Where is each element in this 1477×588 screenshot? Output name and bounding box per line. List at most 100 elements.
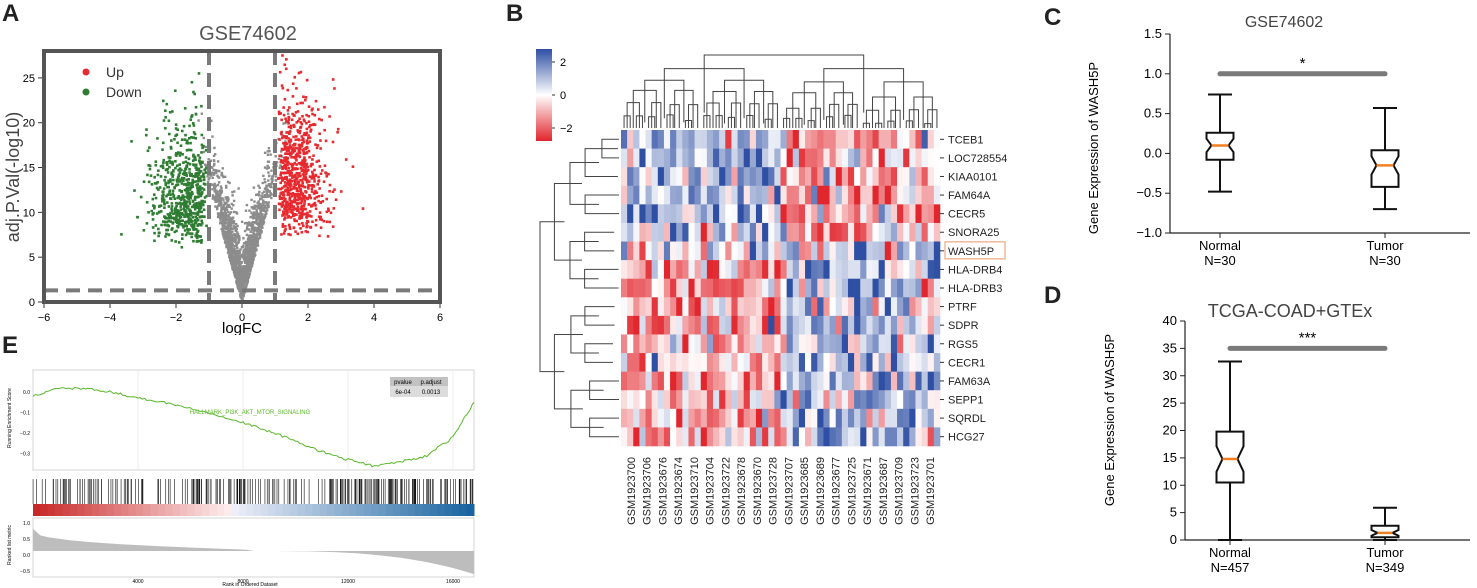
ns-point — [253, 235, 256, 238]
ns-point — [246, 238, 250, 241]
heatmap-cell — [903, 185, 910, 205]
down-point — [194, 202, 197, 206]
gene-label: SQRDL — [948, 413, 986, 425]
ns-point — [231, 260, 234, 264]
up-point — [300, 191, 303, 195]
down-point — [174, 220, 178, 224]
heatmap-cell — [731, 390, 738, 410]
down-point — [176, 128, 180, 132]
heatmap-cell — [645, 130, 652, 149]
rank-gradient-segment — [99, 504, 107, 516]
ns-point — [227, 252, 230, 255]
heatmap-cell — [713, 334, 720, 354]
ns-point — [259, 221, 262, 225]
up-point — [285, 58, 288, 61]
ns-point — [245, 233, 249, 237]
heatmap-cell — [933, 334, 941, 354]
heatmap-cell — [651, 334, 659, 354]
heatmap-cell — [639, 167, 646, 187]
heatmap-cell — [700, 371, 708, 391]
down-point — [199, 179, 203, 183]
heatmap-cell — [829, 167, 837, 187]
down-point — [150, 209, 154, 213]
down-point — [205, 166, 208, 170]
up-point — [323, 105, 326, 109]
heatmap-cell — [700, 334, 708, 354]
gsea-ylabel-top: Running Enrichment Score — [7, 388, 13, 448]
heatmap-cell — [645, 185, 652, 205]
down-point — [177, 168, 180, 172]
heatmap-cell — [755, 315, 763, 335]
heatmap-cell — [749, 408, 757, 428]
heatmap-cell — [786, 130, 794, 149]
heatmap-cell — [621, 334, 628, 354]
rank-gradient-segment — [143, 504, 152, 516]
heatmap-cell — [927, 297, 935, 317]
heatmap-cell — [676, 185, 683, 205]
up-point — [305, 139, 309, 143]
ns-point — [255, 213, 258, 216]
heatmap-cell — [639, 222, 646, 242]
up-point — [295, 152, 299, 156]
up-point — [308, 193, 311, 197]
heatmap-cell — [755, 241, 763, 261]
ns-point — [225, 205, 229, 209]
up-point — [284, 167, 288, 171]
heatmap-cell — [933, 204, 941, 224]
up-point — [314, 204, 317, 207]
down-point — [198, 185, 202, 188]
down-point — [201, 174, 205, 177]
up-point — [280, 130, 283, 134]
heatmap-cell — [786, 390, 794, 410]
ns-point — [267, 147, 271, 150]
up-point — [301, 115, 304, 118]
up-point — [292, 187, 296, 190]
up-point — [301, 142, 304, 145]
down-point — [178, 154, 182, 157]
heatmap-cell — [854, 167, 861, 187]
up-point — [293, 195, 297, 198]
down-point — [173, 211, 177, 215]
ns-point — [250, 206, 253, 209]
up-point — [288, 152, 291, 156]
ns-point — [232, 204, 235, 207]
heatmap-cell — [884, 427, 892, 447]
ns-point — [255, 240, 258, 244]
heatmap-cell — [866, 334, 873, 354]
down-point — [182, 183, 186, 186]
sample-label: GSM1923728 — [768, 457, 780, 525]
ns-point — [217, 213, 220, 217]
up-point — [304, 190, 307, 193]
heatmap-cell — [835, 408, 843, 428]
heatmap-cell — [645, 204, 652, 224]
ns-point — [231, 230, 234, 233]
heatmap-cell — [731, 315, 738, 335]
down-point — [170, 205, 174, 208]
ns-point — [238, 265, 241, 268]
up-point — [287, 118, 291, 122]
down-point — [159, 164, 163, 168]
ns-point — [267, 205, 270, 209]
ns-point — [228, 236, 232, 239]
up-point — [296, 167, 299, 171]
heatmap-cell — [706, 278, 714, 298]
down-point — [163, 215, 166, 218]
ns-point — [258, 204, 262, 208]
ns-point — [244, 257, 248, 261]
ns-point — [278, 166, 281, 170]
ns-point — [230, 220, 233, 223]
heatmap-cell — [903, 427, 910, 447]
down-point — [182, 176, 186, 180]
up-point — [300, 145, 303, 148]
ns-point — [237, 239, 240, 242]
heatmap-cell — [725, 297, 732, 317]
ns-point — [234, 260, 237, 263]
ns-point — [239, 261, 242, 264]
heatmap-cell — [847, 334, 855, 354]
heatmap-cell — [706, 222, 714, 242]
down-point — [157, 227, 160, 231]
ns-point — [265, 202, 268, 205]
ns-point — [215, 200, 219, 203]
ns-point — [267, 204, 270, 207]
ns-point — [217, 175, 220, 179]
